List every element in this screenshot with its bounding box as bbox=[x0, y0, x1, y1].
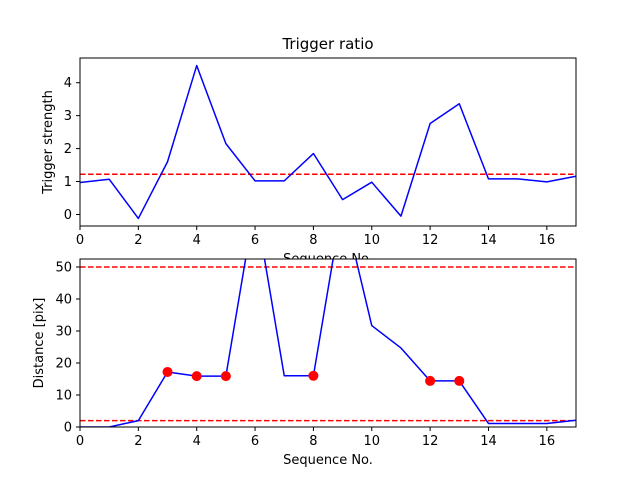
axes-frame bbox=[79, 258, 577, 428]
x-tick-label: 4 bbox=[193, 434, 201, 449]
y-tick-label: 4 bbox=[64, 76, 72, 91]
y-axis-label: Distance [pix] bbox=[32, 298, 47, 389]
x-tick-label: 12 bbox=[422, 434, 439, 449]
y-tick-label: 20 bbox=[55, 357, 72, 372]
x-tick-label: 0 bbox=[76, 434, 84, 449]
marker-point bbox=[191, 371, 202, 382]
plot-area bbox=[80, 58, 576, 226]
x-tick-label: 4 bbox=[193, 233, 201, 248]
x-tick-label: 6 bbox=[251, 233, 259, 248]
y-tick-label: 0 bbox=[64, 208, 72, 223]
y-tick-label: 30 bbox=[55, 325, 72, 340]
y-tick-label: 1 bbox=[64, 175, 72, 190]
plot-area bbox=[80, 259, 576, 427]
bottom-chart: 0 2 4 6 8 10 12 14 16 0 10 20 30 40 50 Sequence No. Dist… bbox=[32, 258, 577, 468]
series-line bbox=[80, 64, 576, 220]
plot-content bbox=[80, 259, 576, 427]
y-tick-label: 2 bbox=[64, 142, 72, 157]
axes-frame bbox=[79, 57, 577, 227]
x-tick-label: 6 bbox=[251, 434, 259, 449]
marker-point bbox=[220, 371, 231, 382]
x-tick-label: 14 bbox=[480, 434, 497, 449]
top-chart: 024681012141601234Sequence No.Trigger st… bbox=[41, 35, 577, 267]
x-tick-label: 14 bbox=[480, 233, 497, 248]
x-tick-label: 2 bbox=[134, 434, 142, 449]
y-tick-label: 10 bbox=[55, 389, 72, 404]
x-tick-label: 8 bbox=[309, 233, 317, 248]
x-tick-label: 2 bbox=[134, 233, 142, 248]
y-tick-label: 0 bbox=[64, 421, 72, 436]
x-tick-label: 16 bbox=[539, 434, 556, 449]
chart-title: Trigger ratio bbox=[281, 35, 373, 53]
y-tick-label: 40 bbox=[55, 293, 72, 308]
marker-point bbox=[308, 370, 319, 381]
x-tick-label: 0 bbox=[76, 233, 84, 248]
x-tick-label: 8 bbox=[309, 434, 317, 449]
series-line bbox=[80, 259, 576, 427]
y-tick-label: 50 bbox=[55, 261, 72, 276]
x-tick-label: 12 bbox=[422, 233, 439, 248]
marker-point bbox=[162, 366, 173, 377]
y-tick-label: 3 bbox=[64, 109, 72, 124]
x-tick-label: 16 bbox=[539, 233, 556, 248]
y-axis-label: Trigger strength bbox=[41, 90, 56, 195]
x-tick-label: 10 bbox=[363, 434, 380, 449]
x-axis-label: Sequence No. bbox=[283, 453, 373, 468]
marker-point bbox=[425, 375, 436, 386]
plot-content bbox=[80, 64, 576, 220]
marker-point bbox=[454, 375, 465, 386]
x-tick-label: 10 bbox=[363, 233, 380, 248]
